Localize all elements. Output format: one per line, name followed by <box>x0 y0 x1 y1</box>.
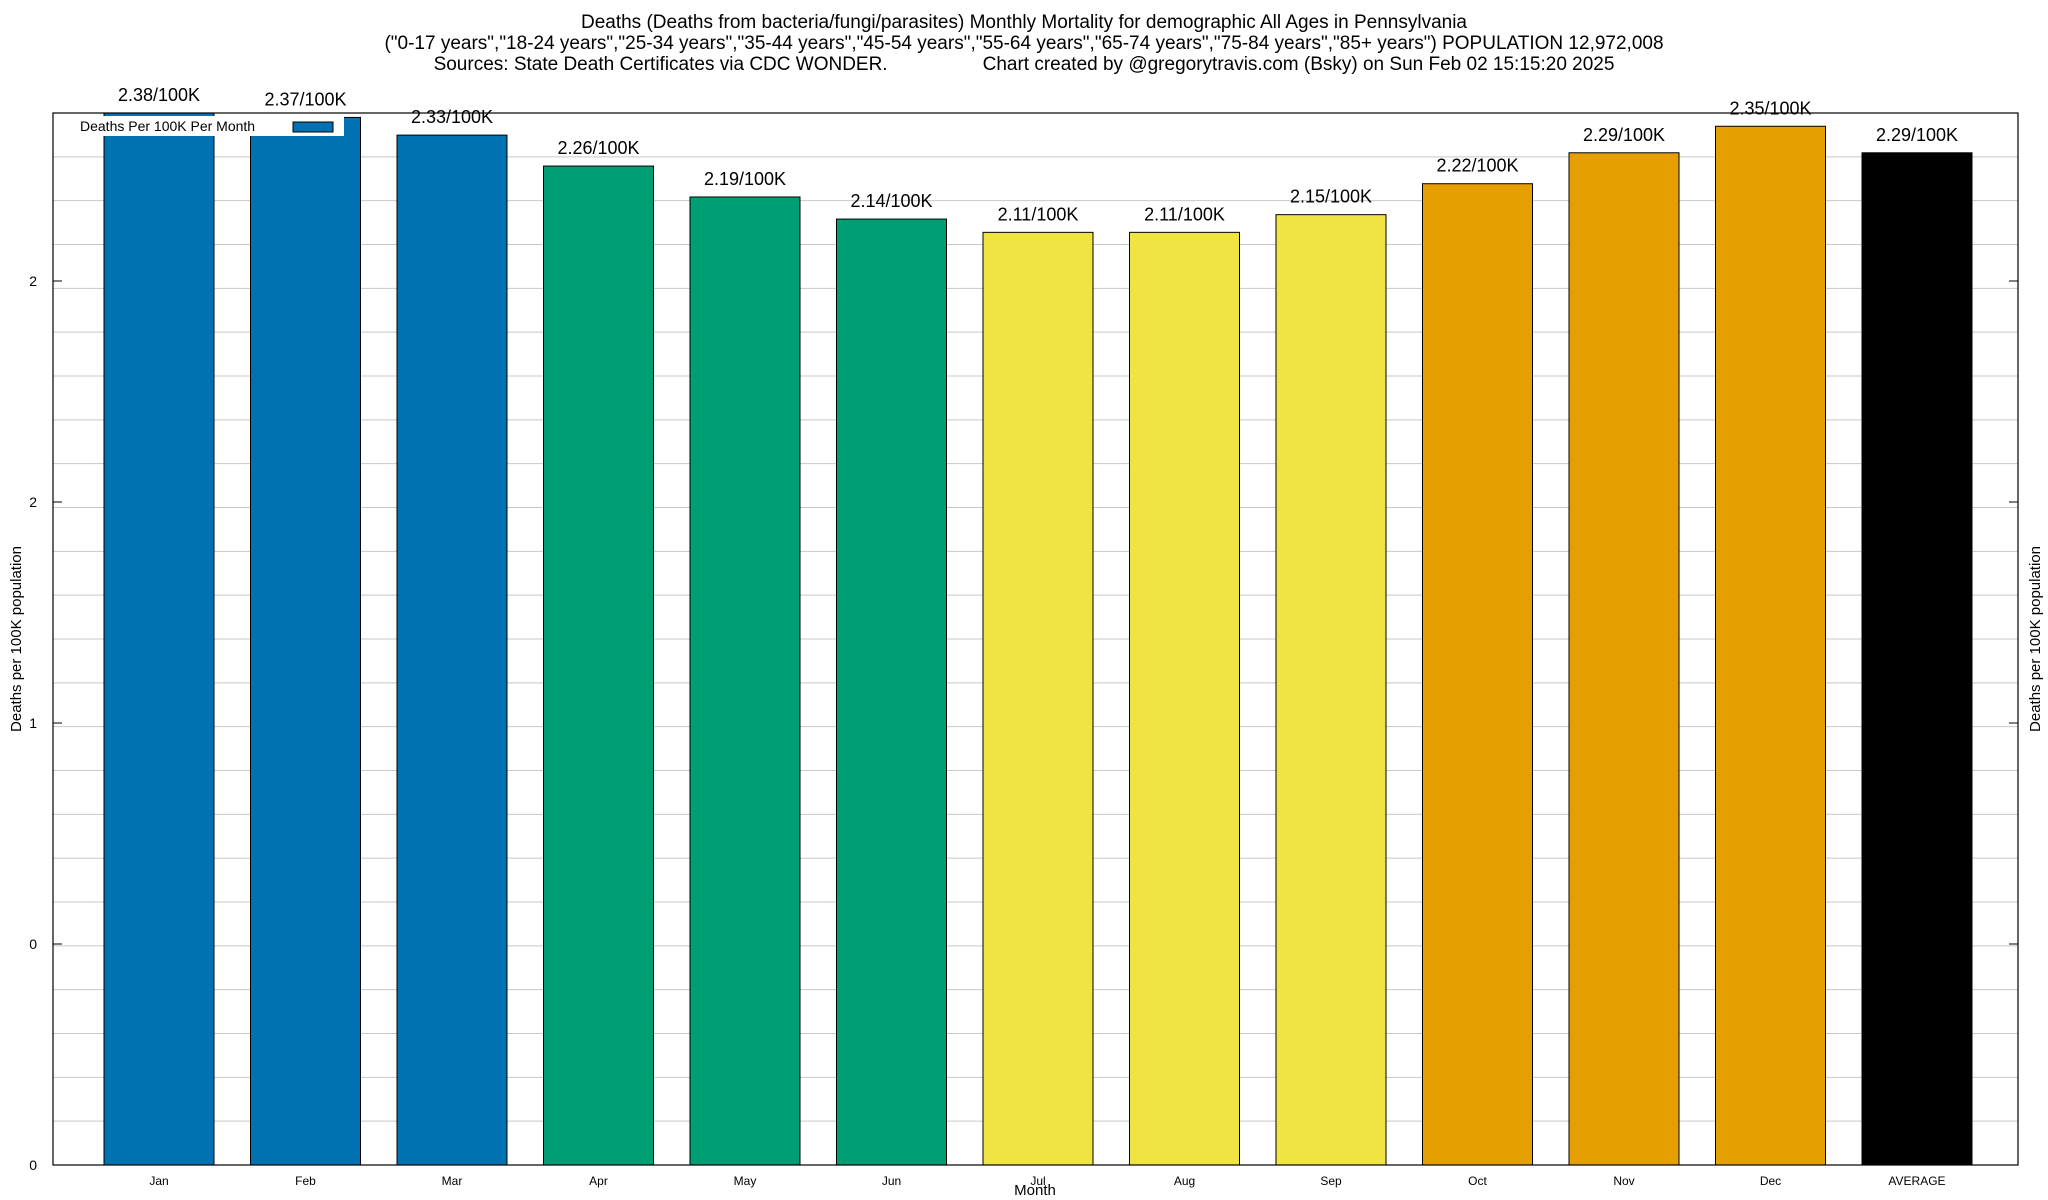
x-axis-title: Month <box>1014 1182 1056 1199</box>
bar-apr <box>543 165 654 1166</box>
x-tick-label: Feb <box>295 1174 316 1188</box>
data-label: 2.37/100K <box>264 89 346 109</box>
bars <box>103 112 1973 1166</box>
legend-label: Deaths Per 100K Per Month <box>80 118 255 134</box>
data-label: 2.35/100K <box>1729 98 1811 118</box>
chart-title: Deaths (Deaths from bacteria/fungi/paras… <box>580 12 1468 33</box>
data-label: 2.38/100K <box>118 85 200 105</box>
bar-mar <box>396 134 508 1166</box>
chart-credit: Chart created by @gregorytravis.com (Bsk… <box>982 54 1615 75</box>
data-label: 2.15/100K <box>1290 187 1372 207</box>
bar-feb <box>250 116 361 1166</box>
y-tick-label: 2 <box>29 494 37 510</box>
data-label: 2.29/100K <box>1583 125 1665 145</box>
data-label: 2.14/100K <box>850 191 932 211</box>
bar-dec <box>1715 125 1826 1166</box>
x-tick-labels: Jan Feb Mar Apr May Jun Jul Aug Sep Oct Nov Dec AVER… <box>149 1174 1945 1188</box>
data-label: 2.11/100K <box>1144 204 1225 224</box>
bar-jan <box>103 112 215 1166</box>
data-label: 2.26/100K <box>557 138 639 158</box>
x-tick-label: Mar <box>442 1174 463 1188</box>
y-axis-title-right: Deaths per 100K population <box>2027 546 2044 732</box>
y-axis-title-left: Deaths per 100K population <box>8 546 25 732</box>
bar-jul <box>982 231 1094 1166</box>
bar-sep <box>1275 214 1387 1166</box>
bar-nov <box>1568 152 1680 1166</box>
x-tick-label: Jun <box>882 1174 901 1188</box>
bar-may <box>689 196 801 1166</box>
legend-swatch <box>292 121 334 133</box>
bar-aug <box>1129 231 1240 1166</box>
x-tick-label: Apr <box>589 1174 608 1188</box>
data-labels: 2.38/100K 2.37/100K 2.33/100K 2.26/100K 2.19… <box>118 85 1958 224</box>
data-label: 2.29/100K <box>1876 125 1958 145</box>
x-tick-label: Jul <box>1030 1174 1045 1188</box>
y-tick-label: 1 <box>29 715 37 731</box>
chart-sources-line: Sources: State Death Certificates via CD… <box>0 54 2048 75</box>
bar-average <box>1861 152 1973 1166</box>
x-tick-label: Dec <box>1760 1174 1781 1188</box>
x-tick-label: Oct <box>1468 1174 1487 1188</box>
legend-box <box>72 116 344 136</box>
plot-frame <box>52 112 2019 1166</box>
data-label: 2.19/100K <box>704 169 786 189</box>
legend: Deaths Per 100K Per Month <box>72 116 344 136</box>
x-tick-label: Nov <box>1613 1174 1634 1188</box>
bar-jun <box>836 218 947 1166</box>
data-label: 2.22/100K <box>1436 156 1518 176</box>
chart-sources: Sources: State Death Certificates via CD… <box>433 54 888 75</box>
chart-title-block: Deaths (Deaths from bacteria/fungi/paras… <box>0 12 2048 75</box>
x-tick-label: AVERAGE <box>1888 1174 1945 1188</box>
x-tick-label: Sep <box>1320 1174 1342 1188</box>
x-tick-label: May <box>734 1174 757 1188</box>
y-tick-label: 0 <box>29 1157 37 1173</box>
data-label: 2.11/100K <box>998 204 1079 224</box>
chart-subtitle: ("0-17 years","18-24 years","25-34 years… <box>384 33 1664 54</box>
y-tick-label: 0 <box>29 936 37 952</box>
y-ticks: 0 0 1 2 2 <box>29 273 2018 1173</box>
x-tick-label: Jan <box>149 1174 168 1188</box>
y-tick-label: 2 <box>29 273 37 289</box>
x-tick-label: Aug <box>1174 1174 1195 1188</box>
data-label: 2.33/100K <box>411 107 493 127</box>
bar-oct <box>1422 183 1533 1166</box>
